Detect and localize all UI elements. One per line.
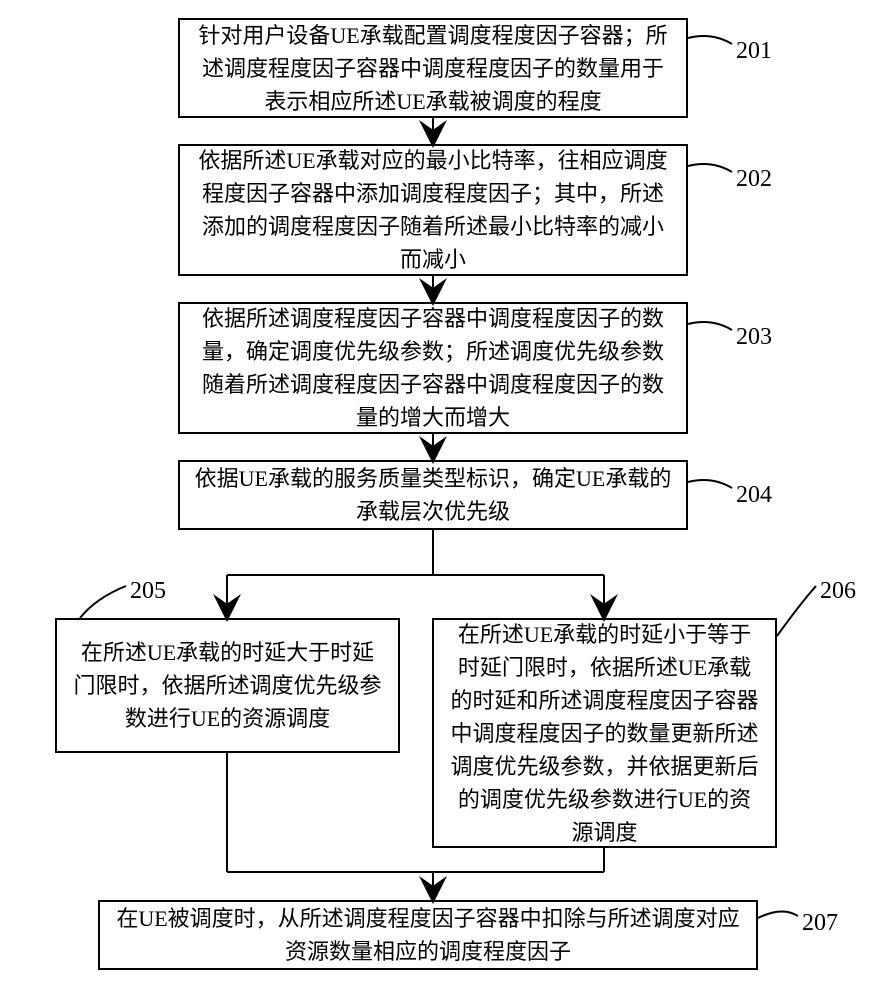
flow-node-label-n207: 207 <box>802 910 838 937</box>
flow-node-text: 针对用户设备UE承载配置调度程度因子容器；所述调度程度因子容器中调度程度因子的数… <box>194 19 672 118</box>
flow-node-label-n201: 201 <box>736 38 772 65</box>
flow-node-n204: 依据UE承载的服务质量类型标识，确定UE承载的承载层次优先级 <box>178 460 688 530</box>
flow-node-n207: 在UE被调度时，从所述调度程度因子容器中扣除与所述调度对应资源数量相应的调度程度… <box>98 900 758 970</box>
flow-node-text: 在所述UE承载的时延小于等于时延门限时，依据所述UE承载的时延和所述调度程度因子… <box>448 618 761 849</box>
flow-node-label-n206: 206 <box>820 578 856 605</box>
flowchart-canvas: 针对用户设备UE承载配置调度程度因子容器；所述调度程度因子容器中调度程度因子的数… <box>0 0 891 1000</box>
flow-node-text: 依据所述UE承载对应的最小比特率，往相应调度程度因子容器中添加调度程度因子；其中… <box>194 144 672 276</box>
flow-node-text: 在UE被调度时，从所述调度程度因子容器中扣除与所述调度对应资源数量相应的调度程度… <box>114 902 742 968</box>
flow-node-label-n202: 202 <box>736 166 772 193</box>
flow-node-label-n204: 204 <box>736 482 772 509</box>
flow-node-text: 依据UE承载的服务质量类型标识，确定UE承载的承载层次优先级 <box>194 462 672 528</box>
flow-node-label-n203: 203 <box>736 324 772 351</box>
flow-node-text: 在所述UE承载的时延大于时延门限时，依据所述调度优先级参数进行UE的资源调度 <box>71 636 384 735</box>
flow-node-n201: 针对用户设备UE承载配置调度程度因子容器；所述调度程度因子容器中调度程度因子的数… <box>178 18 688 118</box>
flow-node-label-n205: 205 <box>130 578 166 605</box>
flow-node-n205: 在所述UE承载的时延大于时延门限时，依据所述调度优先级参数进行UE的资源调度 <box>55 618 400 753</box>
flow-node-n202: 依据所述UE承载对应的最小比特率，往相应调度程度因子容器中添加调度程度因子；其中… <box>178 144 688 276</box>
flow-node-n203: 依据所述调度程度因子容器中调度程度因子的数量，确定调度优先级参数；所述调度优先级… <box>178 302 688 434</box>
flow-node-text: 依据所述调度程度因子容器中调度程度因子的数量，确定调度优先级参数；所述调度优先级… <box>194 302 672 434</box>
flow-node-n206: 在所述UE承载的时延小于等于时延门限时，依据所述UE承载的时延和所述调度程度因子… <box>432 618 777 848</box>
